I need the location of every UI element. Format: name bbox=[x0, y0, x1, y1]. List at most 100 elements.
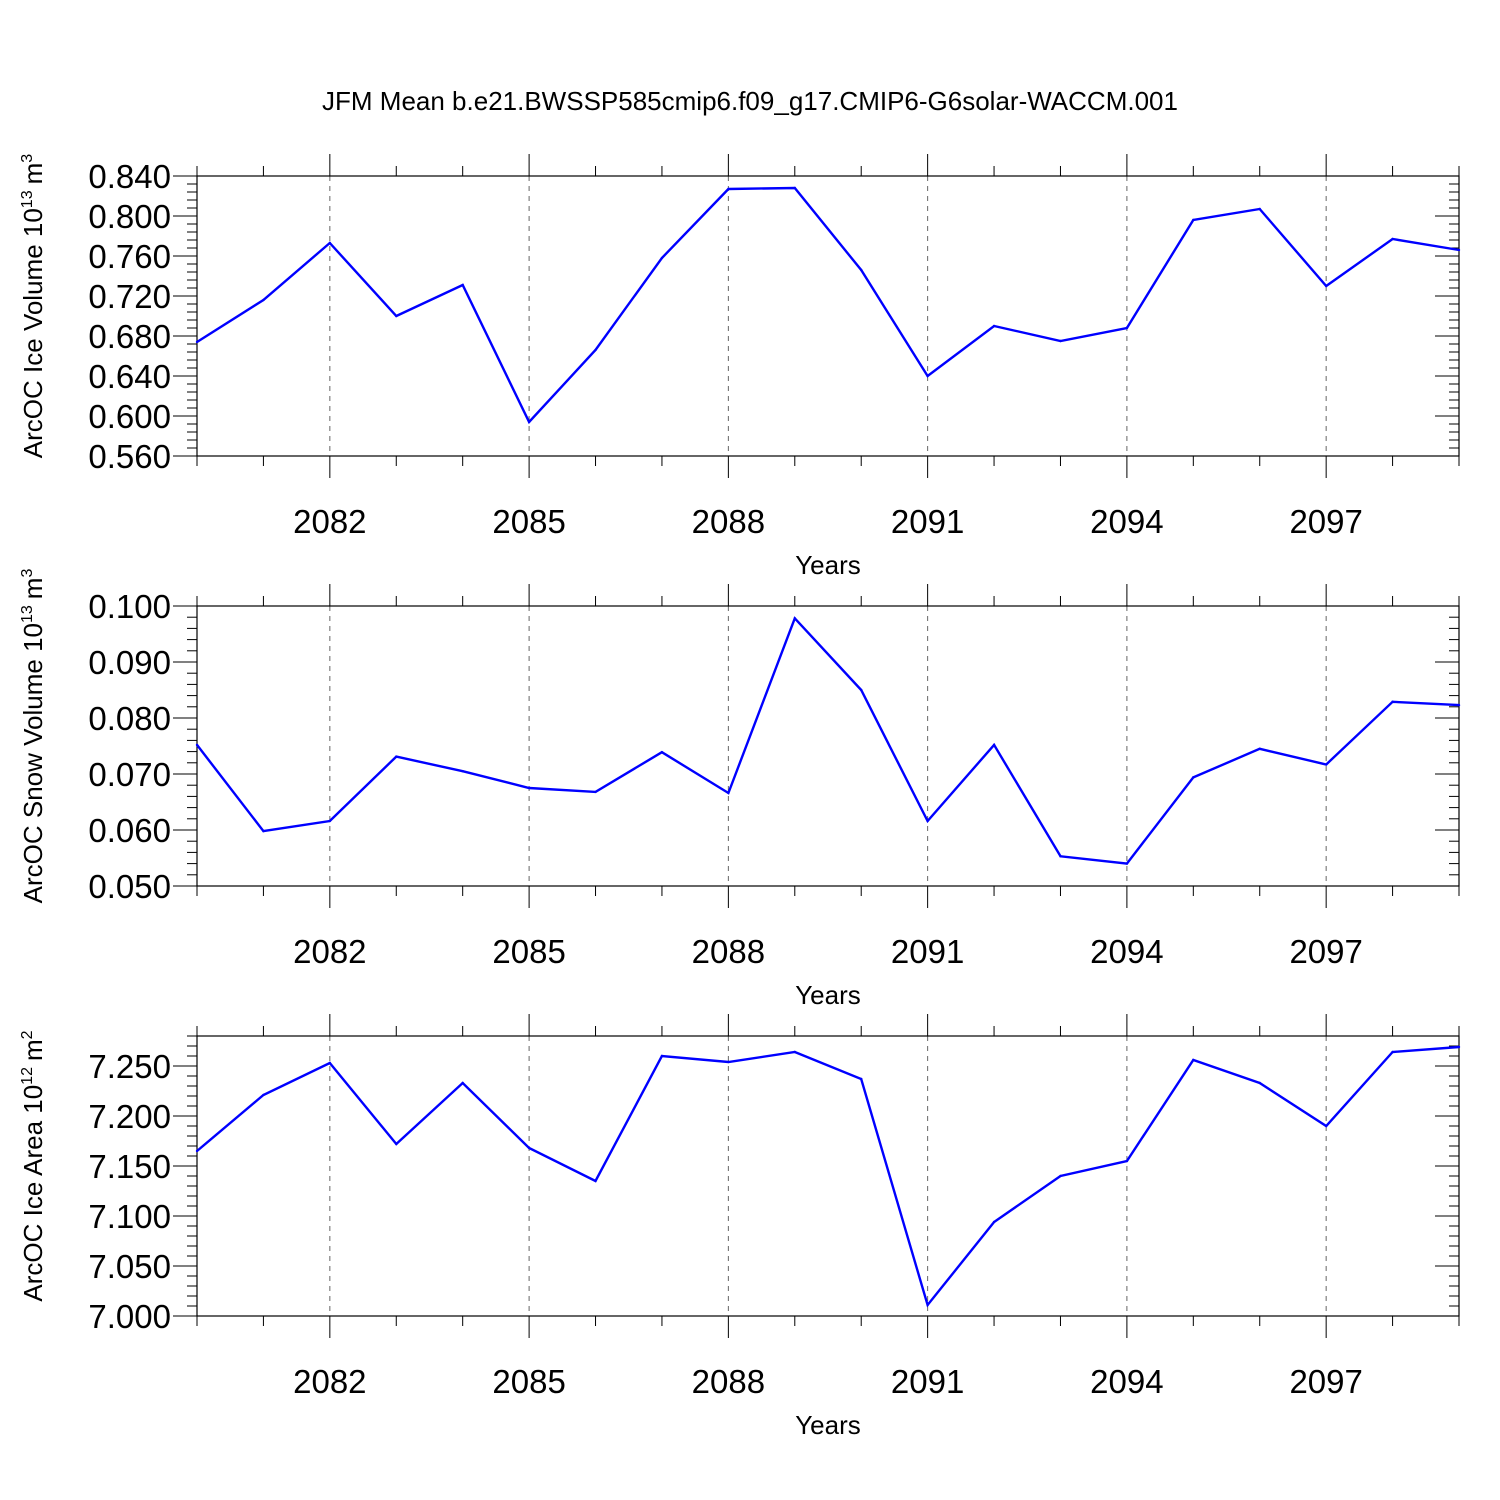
data-point bbox=[328, 1061, 332, 1065]
data-point bbox=[195, 743, 199, 747]
series-line bbox=[196, 1045, 1460, 1308]
data-point bbox=[992, 743, 996, 747]
data-point bbox=[195, 1149, 199, 1153]
data-point bbox=[727, 187, 730, 191]
data-point bbox=[660, 256, 664, 260]
y-tick-label: 0.080 bbox=[88, 700, 171, 737]
data-point bbox=[195, 340, 199, 344]
chart-panel-1: 0.5600.6000.6400.6800.7200.7600.8000.840… bbox=[18, 154, 1461, 580]
y-tick-label: 0.560 bbox=[88, 438, 171, 475]
panels: 0.5600.6000.6400.6800.7200.7600.8000.840… bbox=[18, 154, 1461, 1440]
y-axis-title-exponent: 13 bbox=[19, 190, 36, 208]
data-point bbox=[461, 770, 464, 773]
data-point bbox=[727, 1060, 730, 1064]
y-axis-title-text: ArcOC Ice Area 10 bbox=[18, 1085, 48, 1302]
x-axis-title: Years bbox=[795, 550, 861, 580]
data-point bbox=[328, 241, 332, 245]
data-point bbox=[1192, 776, 1195, 779]
data-point bbox=[395, 314, 398, 318]
plot-frame bbox=[196, 1035, 1460, 1317]
data-point bbox=[793, 186, 796, 190]
x-tick-label: 2097 bbox=[1289, 933, 1362, 970]
y-tick-label: 7.250 bbox=[88, 1048, 171, 1085]
data-point bbox=[1059, 855, 1062, 858]
data-point bbox=[461, 1081, 464, 1085]
y-axis-title: ArcOC Snow Volume 1013 m3 bbox=[18, 569, 48, 904]
y-tick-label: 0.720 bbox=[88, 278, 171, 315]
data-point bbox=[1192, 218, 1195, 222]
y-tick-label: 7.000 bbox=[88, 1298, 171, 1335]
data-point bbox=[1324, 1124, 1328, 1128]
data-point bbox=[992, 324, 996, 328]
data-point bbox=[727, 791, 730, 795]
chart-panel-3: 7.000 7.050 7.100 7.150 7.200 7.250 2082 2085 20… bbox=[18, 1014, 1461, 1440]
y-tick-label: 0.060 bbox=[88, 812, 171, 849]
data-point bbox=[1391, 237, 1394, 241]
data-point bbox=[860, 688, 863, 692]
y-axis-title-exponent: 13 bbox=[19, 605, 36, 623]
y-tick-label: 0.840 bbox=[88, 158, 171, 195]
data-point bbox=[1391, 1050, 1394, 1054]
y-axis-title-text: ArcOC Ice Volume 10 bbox=[18, 208, 48, 458]
data-point bbox=[461, 283, 464, 287]
x-tick-label: 2094 bbox=[1090, 933, 1163, 970]
x-tick-label: 2082 bbox=[293, 1363, 366, 1400]
data-point bbox=[660, 750, 664, 754]
y-axis-title: ArcOC Ice Volume 1013 m3 bbox=[18, 154, 48, 458]
x-tick-label: 2088 bbox=[692, 1363, 765, 1400]
data-point bbox=[594, 790, 597, 794]
data-point bbox=[1125, 326, 1129, 330]
data-point bbox=[926, 819, 929, 823]
data-point bbox=[660, 1054, 664, 1058]
data-point bbox=[926, 1303, 929, 1307]
x-tick-label: 2091 bbox=[891, 933, 964, 970]
y-tick-label: 0.070 bbox=[88, 756, 171, 793]
data-point bbox=[1457, 248, 1461, 252]
data-point bbox=[527, 1146, 531, 1150]
y-axis-title-unit-exponent: 3 bbox=[19, 154, 36, 163]
data-point bbox=[262, 829, 265, 833]
y-axis-title: ArcOC Ice Area 1012 m2 bbox=[18, 1030, 48, 1301]
x-tick-label: 2088 bbox=[692, 503, 765, 540]
x-tick-label: 2085 bbox=[492, 933, 565, 970]
y-tick-label: 0.640 bbox=[88, 358, 171, 395]
x-tick-label: 2091 bbox=[891, 1363, 964, 1400]
data-point bbox=[1258, 207, 1261, 211]
data-point bbox=[594, 348, 597, 352]
data-point bbox=[1192, 1058, 1195, 1062]
y-tick-label: 7.100 bbox=[88, 1198, 171, 1235]
x-tick-label: 2085 bbox=[492, 1363, 565, 1400]
chart-panel-2: 0.050 0.060 0.070 0.080 0.090 0.100 2082 2085 20… bbox=[18, 569, 1461, 1010]
data-point bbox=[594, 1179, 597, 1183]
x-tick-label: 2091 bbox=[891, 503, 964, 540]
y-axis-title-unit-exponent: 3 bbox=[19, 569, 36, 578]
plot-frame bbox=[196, 605, 1460, 887]
data-point bbox=[992, 1220, 996, 1224]
y-axis-title-unit: m bbox=[18, 578, 48, 600]
y-tick-label: 7.200 bbox=[88, 1098, 171, 1135]
x-tick-label: 2082 bbox=[293, 933, 366, 970]
y-tick-label: 0.600 bbox=[88, 398, 171, 435]
y-tick-label: 0.760 bbox=[88, 238, 171, 275]
data-point bbox=[1324, 284, 1328, 288]
x-tick-label: 2088 bbox=[692, 933, 765, 970]
x-axis-title: Years bbox=[795, 980, 861, 1010]
data-point bbox=[926, 374, 929, 378]
data-point bbox=[262, 1093, 265, 1097]
y-tick-label: 0.050 bbox=[88, 868, 171, 905]
x-tick-label: 2094 bbox=[1090, 1363, 1163, 1400]
data-point bbox=[1391, 700, 1394, 703]
data-point bbox=[860, 268, 863, 272]
y-tick-label: 0.800 bbox=[88, 198, 171, 235]
x-tick-label: 2094 bbox=[1090, 503, 1163, 540]
data-point bbox=[395, 1142, 398, 1146]
x-axis-title: Years bbox=[795, 1410, 861, 1440]
data-point bbox=[1324, 763, 1328, 766]
y-axis-title-unit-exponent: 2 bbox=[19, 1030, 36, 1039]
data-point bbox=[793, 617, 796, 620]
data-point bbox=[395, 755, 398, 758]
data-point bbox=[328, 819, 332, 823]
data-point bbox=[1258, 747, 1261, 750]
data-point bbox=[793, 1050, 796, 1054]
